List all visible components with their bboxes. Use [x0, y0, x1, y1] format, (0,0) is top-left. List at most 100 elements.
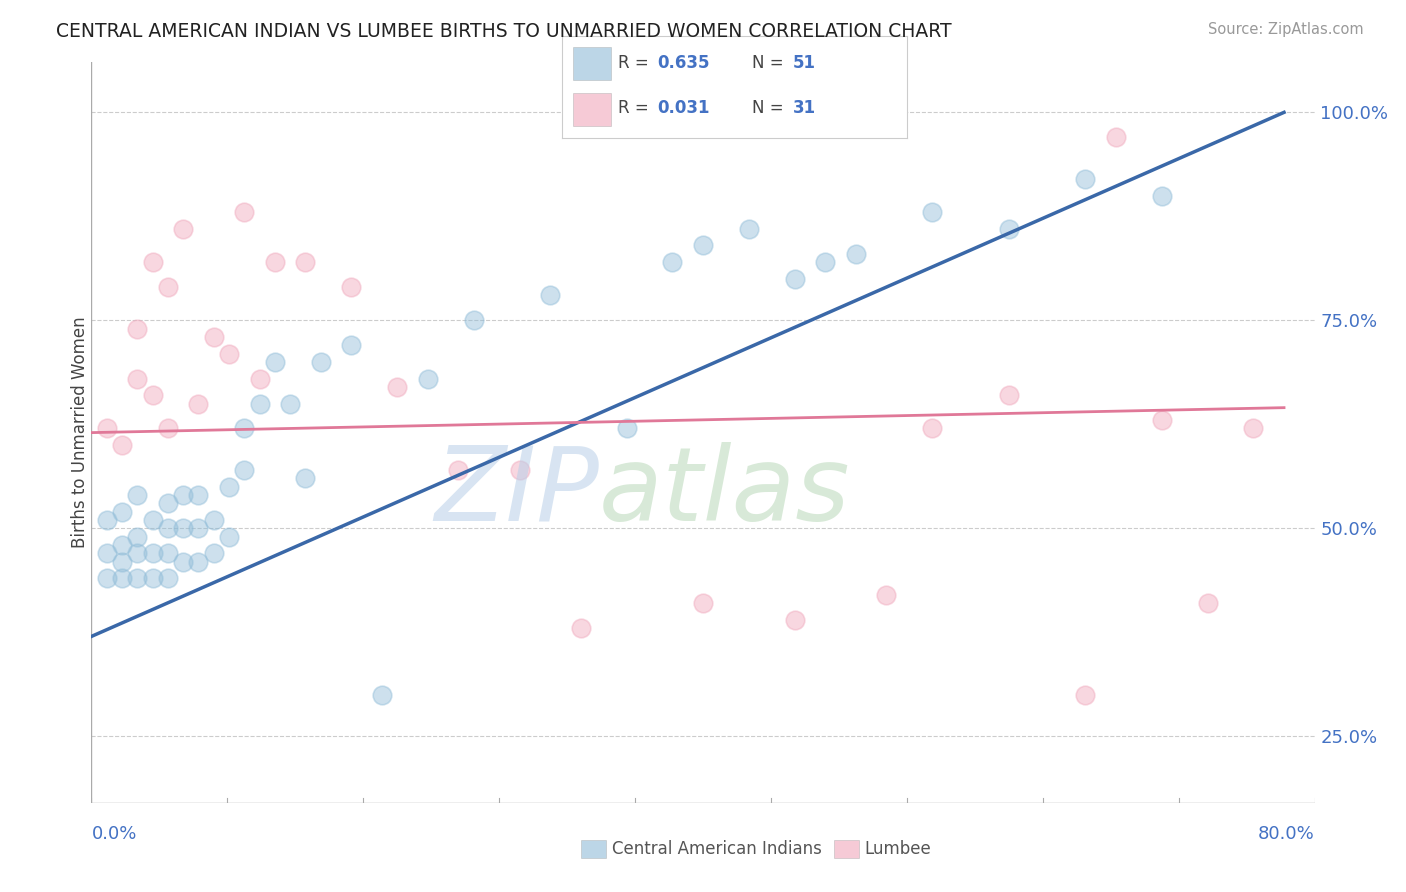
Point — [738, 222, 761, 236]
Point — [538, 288, 561, 302]
Point — [156, 521, 179, 535]
Point — [783, 271, 806, 285]
Point — [187, 555, 209, 569]
Text: 0.635: 0.635 — [657, 54, 710, 72]
Y-axis label: Births to Unmarried Women: Births to Unmarried Women — [72, 317, 89, 549]
Point — [998, 388, 1021, 402]
Point — [172, 488, 194, 502]
Point — [141, 388, 163, 402]
Point — [463, 313, 485, 327]
Point — [249, 396, 271, 410]
Point — [218, 346, 240, 360]
Point — [96, 571, 118, 585]
Point — [1243, 421, 1265, 435]
Text: Central American Indians: Central American Indians — [612, 840, 821, 858]
Point — [141, 571, 163, 585]
Text: ZIP: ZIP — [434, 442, 599, 541]
Point — [233, 205, 256, 219]
Point — [187, 396, 209, 410]
Point — [371, 688, 394, 702]
Text: 51: 51 — [793, 54, 817, 72]
Text: Source: ZipAtlas.com: Source: ZipAtlas.com — [1208, 22, 1364, 37]
Point — [509, 463, 531, 477]
Point — [921, 205, 943, 219]
Text: Lumbee: Lumbee — [865, 840, 931, 858]
Point — [111, 571, 134, 585]
Point — [1074, 172, 1097, 186]
Point — [218, 530, 240, 544]
Text: 31: 31 — [793, 99, 817, 117]
Point — [187, 488, 209, 502]
Text: CENTRAL AMERICAN INDIAN VS LUMBEE BIRTHS TO UNMARRIED WOMEN CORRELATION CHART: CENTRAL AMERICAN INDIAN VS LUMBEE BIRTHS… — [56, 22, 952, 41]
Point — [202, 546, 225, 560]
Point — [875, 588, 898, 602]
Point — [814, 255, 837, 269]
Point — [127, 530, 149, 544]
Point — [1150, 188, 1173, 202]
Point — [156, 421, 179, 435]
Point — [127, 488, 149, 502]
Bar — [572, 47, 610, 79]
Point — [156, 546, 179, 560]
Point — [156, 496, 179, 510]
Point — [233, 463, 256, 477]
Point — [385, 380, 409, 394]
Point — [1074, 688, 1097, 702]
Point — [156, 280, 179, 294]
Point — [111, 505, 134, 519]
Point — [127, 571, 149, 585]
Point — [447, 463, 470, 477]
Point — [692, 238, 714, 252]
Point — [616, 421, 638, 435]
Point — [96, 513, 118, 527]
Point — [187, 521, 209, 535]
Point — [294, 471, 316, 485]
Point — [309, 355, 332, 369]
Point — [156, 571, 179, 585]
Point — [1150, 413, 1173, 427]
Point — [416, 371, 439, 385]
Point — [340, 280, 363, 294]
Point — [202, 513, 225, 527]
Text: 0.031: 0.031 — [657, 99, 710, 117]
Point — [998, 222, 1021, 236]
Point — [249, 371, 271, 385]
Point — [783, 613, 806, 627]
Point — [111, 555, 134, 569]
Point — [264, 355, 287, 369]
Point — [141, 255, 163, 269]
Point — [202, 330, 225, 344]
Point — [661, 255, 683, 269]
Text: R =: R = — [617, 99, 654, 117]
Point — [294, 255, 316, 269]
Point — [233, 421, 256, 435]
Point — [340, 338, 363, 352]
Text: R =: R = — [617, 54, 654, 72]
Point — [1105, 130, 1128, 145]
Text: N =: N = — [752, 99, 789, 117]
Point — [172, 521, 194, 535]
Point — [172, 555, 194, 569]
Point — [141, 513, 163, 527]
Point — [111, 438, 134, 452]
Point — [921, 421, 943, 435]
Point — [127, 546, 149, 560]
Point — [569, 621, 592, 635]
Text: atlas: atlas — [599, 442, 851, 541]
Point — [111, 538, 134, 552]
Point — [141, 546, 163, 560]
Bar — [572, 93, 610, 126]
Text: 80.0%: 80.0% — [1258, 825, 1315, 843]
Point — [845, 246, 868, 260]
Point — [127, 321, 149, 335]
Point — [96, 421, 118, 435]
Text: 0.0%: 0.0% — [91, 825, 136, 843]
Point — [1197, 596, 1219, 610]
Point — [172, 222, 194, 236]
Point — [218, 480, 240, 494]
Point — [127, 371, 149, 385]
Point — [278, 396, 301, 410]
Point — [692, 596, 714, 610]
Point — [264, 255, 287, 269]
Point — [96, 546, 118, 560]
